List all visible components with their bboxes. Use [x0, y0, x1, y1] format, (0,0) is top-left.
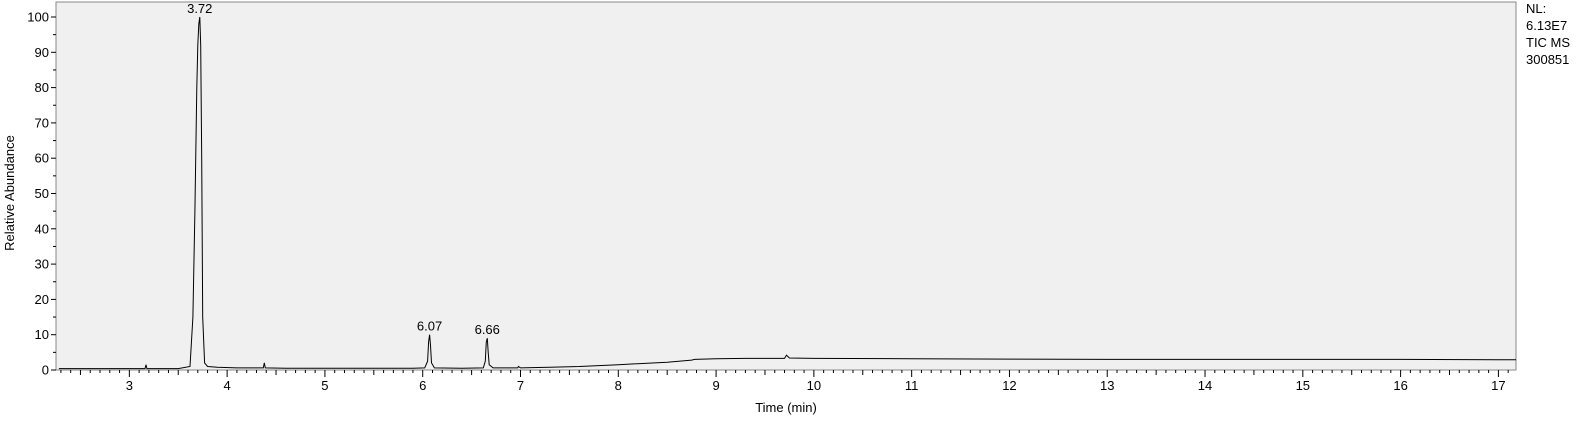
info-line: 300851 [1526, 52, 1570, 67]
y-tick-label: 40 [35, 221, 49, 236]
x-tick-label: 13 [1100, 378, 1114, 393]
acquisition-info: NL: 6.13E7 TIC MS 300851 [1526, 0, 1576, 68]
y-tick-label: 0 [42, 363, 49, 378]
x-tick-label: 8 [615, 378, 622, 393]
info-line: 6.13E7 [1526, 18, 1568, 33]
x-tick-label: 12 [1002, 378, 1016, 393]
x-tick-label: 17 [1491, 378, 1505, 393]
x-axis-label: Time (min) [755, 400, 817, 415]
peak-label: 6.07 [417, 319, 442, 334]
y-tick-label: 10 [35, 327, 49, 342]
y-tick-label: 60 [35, 151, 49, 166]
y-tick-label: 20 [35, 292, 49, 307]
y-tick-label: 50 [35, 186, 49, 201]
info-line: TIC MS [1526, 35, 1571, 50]
x-tick-label: 16 [1393, 378, 1407, 393]
y-tick-label: 80 [35, 80, 49, 95]
y-tick-label: 100 [27, 10, 49, 25]
x-tick-label: 4 [224, 378, 231, 393]
x-tick-label: 14 [1198, 378, 1212, 393]
x-tick-label: 11 [905, 378, 919, 393]
x-axis: 3 4 5 6 7 8 9 10 11 12 13 14 15 16 17 [60, 370, 1509, 393]
x-tick-label: 15 [1296, 378, 1310, 393]
x-tick-label: 3 [126, 378, 133, 393]
x-tick-label: 6 [419, 378, 426, 393]
x-tick-label: 5 [321, 378, 328, 393]
peak-labels: 3.72 6.07 6.66 [187, 1, 500, 337]
tic-trace-line [58, 16, 1516, 370]
info-line: NL: [1526, 1, 1547, 16]
x-tick-label: 7 [517, 378, 524, 393]
y-tick-label: 30 [35, 257, 49, 272]
x-tick-label: 9 [712, 378, 719, 393]
peak-label: 6.66 [475, 322, 500, 337]
y-axis-label: Relative Abundance [2, 135, 17, 251]
peak-label: 3.72 [187, 1, 212, 16]
y-tick-label: 70 [35, 115, 49, 130]
plot-background [55, 1, 1517, 371]
y-tick-label: 90 [35, 45, 49, 60]
y-axis: 0 10 20 30 40 50 60 70 80 90 100 [27, 10, 56, 378]
x-tick-label: 10 [807, 378, 821, 393]
